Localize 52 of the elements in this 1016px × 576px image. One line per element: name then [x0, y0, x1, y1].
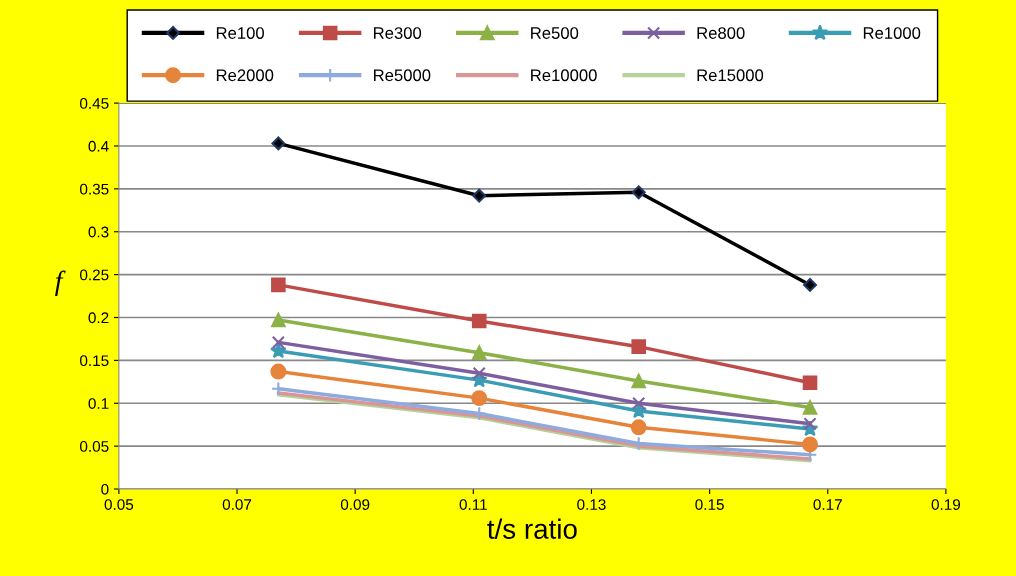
y-tick-label: 0.2	[88, 312, 109, 324]
legend-label: Re100	[216, 27, 264, 39]
point	[472, 188, 487, 203]
point	[632, 396, 646, 410]
point	[802, 436, 819, 453]
y-tick-label: 0.1	[88, 398, 109, 409]
point	[803, 277, 817, 292]
y-tick-label: 0.05	[80, 441, 109, 452]
legend-label: Re10000	[531, 69, 597, 82]
point	[631, 373, 647, 389]
point	[802, 400, 818, 415]
x-tick-label: 0.15	[695, 499, 724, 510]
point	[271, 335, 285, 349]
x-tick-label: 0.09	[340, 499, 370, 510]
y-tick-label: 0	[101, 483, 109, 495]
point	[802, 375, 818, 390]
y-tick-label: 0.45	[80, 97, 109, 109]
legend-label: Re500	[531, 27, 579, 39]
point	[472, 366, 486, 380]
point	[271, 277, 286, 293]
legend-label: Re300	[374, 27, 422, 39]
y-tick-label: 0.25	[80, 269, 109, 281]
point	[803, 417, 817, 431]
x-tick-label: 0.17	[813, 499, 842, 510]
y-axis-title: f	[55, 270, 66, 297]
point	[471, 406, 487, 421]
legend-label: Re15000	[697, 69, 764, 82]
x-tick-label: 0.13	[577, 499, 606, 510]
y-tick-label: 0.4	[88, 140, 109, 152]
point	[631, 185, 646, 200]
point	[471, 390, 488, 407]
point	[471, 313, 487, 329]
point	[631, 339, 647, 354]
x-tick-label: 0.19	[931, 499, 961, 510]
x-tick-label: 0.07	[222, 499, 252, 510]
point	[271, 312, 286, 328]
legend-label: Re1000	[863, 27, 921, 39]
point	[471, 345, 487, 360]
x-axis-title: t/s ratio	[487, 518, 577, 539]
point	[271, 136, 286, 151]
y-tick-label: 0.35	[80, 183, 109, 195]
x-tick-label: 0.11	[459, 499, 487, 510]
legend-label: Re2000	[216, 69, 274, 82]
legend-label: Re800	[697, 27, 745, 39]
point	[631, 436, 647, 451]
y-tick-label: 0.3	[88, 226, 109, 238]
point	[270, 363, 287, 380]
legend-label: Re5000	[374, 69, 431, 82]
y-tick-label: 0.15	[80, 355, 109, 367]
x-tick-label: 0.05	[104, 499, 134, 510]
point	[271, 381, 286, 396]
point	[630, 419, 647, 436]
